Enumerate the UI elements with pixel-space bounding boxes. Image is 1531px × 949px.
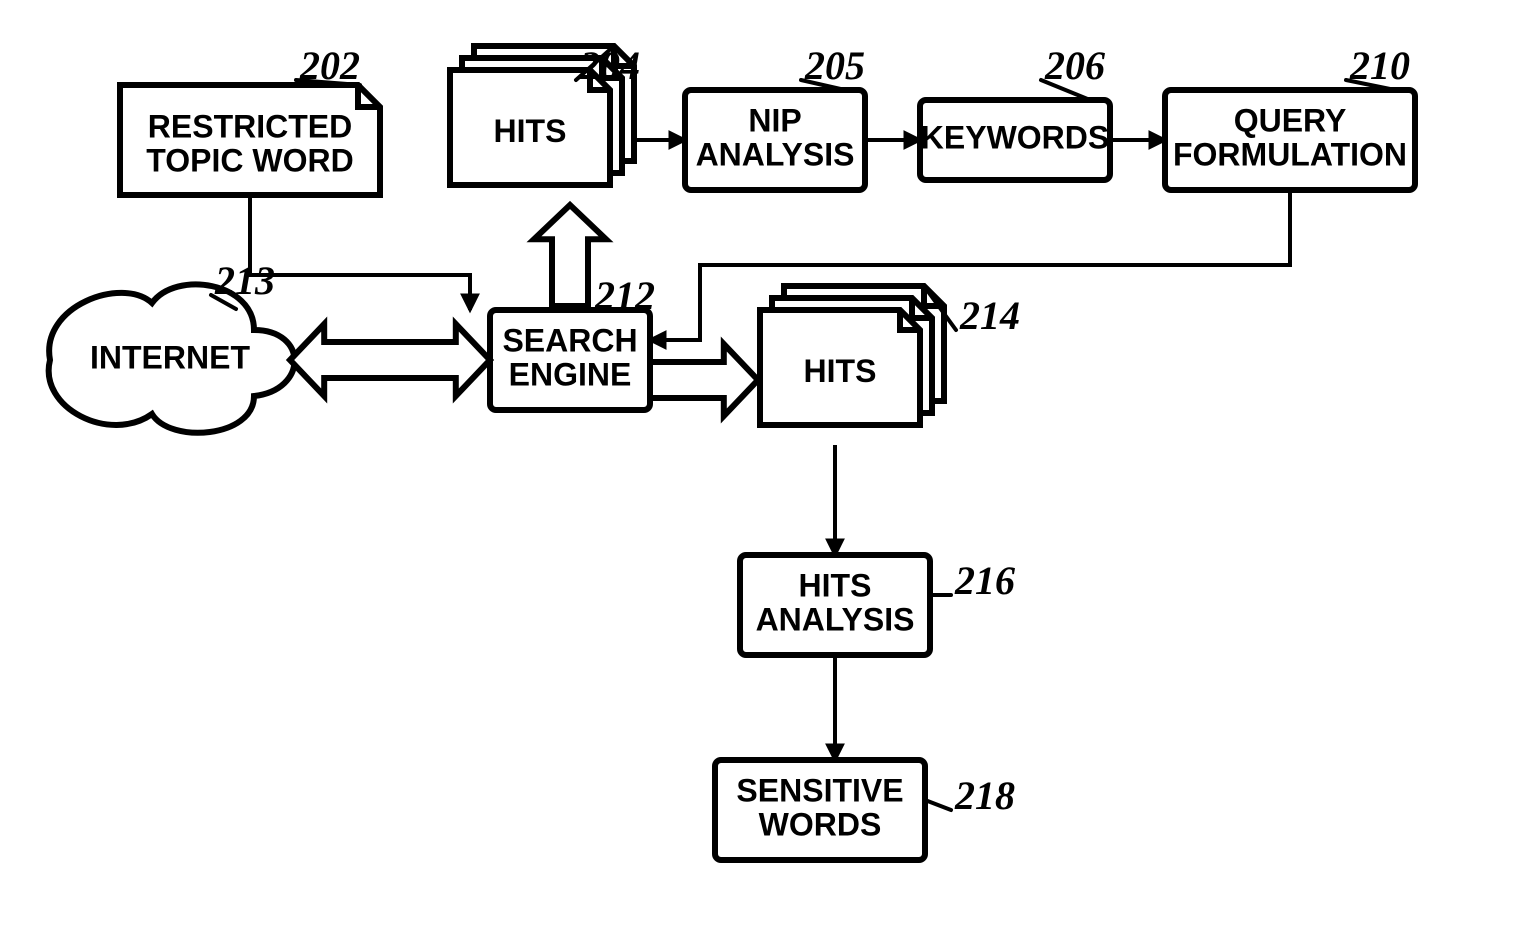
svg-text:FORMULATION: FORMULATION: [1173, 136, 1407, 172]
svg-text:HITS: HITS: [799, 568, 872, 604]
svg-text:ANALYSIS: ANALYSIS: [756, 601, 915, 637]
svg-text:WORDS: WORDS: [759, 806, 882, 842]
svg-text:INTERNET: INTERNET: [90, 339, 250, 375]
svg-text:TOPIC WORD: TOPIC WORD: [146, 142, 353, 178]
svg-text:KEYWORDS: KEYWORDS: [921, 119, 1109, 155]
svg-text:ANALYSIS: ANALYSIS: [696, 136, 855, 172]
svg-text:214: 214: [959, 293, 1020, 338]
svg-text:213: 213: [214, 258, 275, 303]
svg-text:HITS: HITS: [804, 353, 877, 389]
svg-text:ENGINE: ENGINE: [509, 356, 632, 392]
svg-text:SEARCH: SEARCH: [502, 323, 637, 359]
svg-text:HITS: HITS: [494, 113, 567, 149]
svg-text:212: 212: [594, 273, 655, 318]
svg-text:216: 216: [954, 558, 1015, 603]
svg-text:SENSITIVE: SENSITIVE: [736, 773, 903, 809]
svg-text:QUERY: QUERY: [1234, 103, 1347, 139]
svg-text:NIP: NIP: [748, 103, 801, 139]
svg-text:RESTRICTED: RESTRICTED: [148, 109, 352, 145]
svg-text:218: 218: [954, 773, 1015, 818]
svg-text:206: 206: [1044, 43, 1105, 88]
